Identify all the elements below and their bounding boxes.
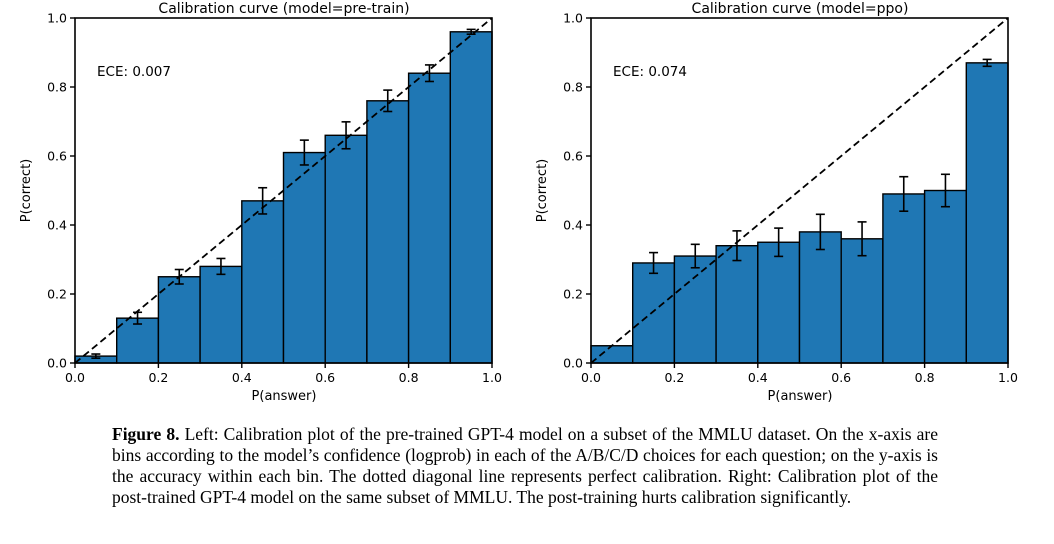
x-tick-label: 0.2 (664, 370, 684, 385)
x-tick-label: 0.8 (915, 370, 935, 385)
error-bar (424, 64, 434, 83)
x-tick-label: 1.0 (998, 370, 1018, 385)
chart-title-pretrain: Calibration curve (model=pre-train) (158, 1, 409, 17)
error-bar (341, 121, 351, 150)
error-bar (299, 139, 309, 166)
x-tick-label: 0.2 (148, 370, 168, 385)
x-tick-label: 1.0 (482, 370, 502, 385)
error-bar (940, 173, 950, 208)
error-bar (982, 58, 992, 68)
x-tick-label: 0.0 (581, 370, 601, 385)
calibration-bar (366, 100, 410, 364)
calibration-bar (673, 255, 717, 364)
y-tick-label: 1.0 (47, 11, 67, 26)
figure-caption-label: Figure 8. (112, 424, 180, 444)
plot-area-pretrain: 0.0 0.2 0.4 0.6 0.8 1.0 0.0 0.2 0.4 0.6 0.8 1.0 (47, 11, 502, 386)
error-bar (815, 213, 825, 251)
x-tick-label: 0.0 (65, 370, 85, 385)
ece-annotation-ppo: ECE: 0.074 (613, 64, 687, 80)
y-tick-label: 0.2 (563, 287, 583, 302)
x-tick-label: 0.6 (315, 370, 335, 385)
calibration-bar (715, 244, 759, 364)
y-tick-label: 1.0 (563, 11, 583, 26)
y-tick-label: 0.2 (47, 287, 67, 302)
calibration-bar (757, 241, 801, 364)
calibration-bar (965, 62, 1009, 364)
calibration-bar (324, 134, 368, 364)
perfect-calibration-line (74, 17, 493, 364)
x-axis-label-ppo: P(answer) (768, 389, 833, 404)
error-bar (899, 175, 909, 212)
calibration-chart-pretrain: 0.0 0.2 0.4 0.6 0.8 1.0 0.0 0.2 0.4 0.6 0.8 1.0 Cal… (19, 1, 502, 404)
x-axis-label-pretrain: P(answer) (252, 389, 317, 404)
error-bar (649, 251, 659, 275)
calibration-bar (882, 193, 926, 364)
calibration-bar (923, 189, 968, 364)
calibration-bar (798, 231, 842, 364)
error-bar (690, 243, 700, 269)
axes-box (590, 17, 1009, 364)
y-axis-label-pretrain: P(correct) (19, 159, 34, 223)
calibration-bar (449, 31, 493, 364)
error-bar (774, 227, 784, 258)
x-tick-label: 0.4 (748, 370, 768, 385)
calibration-bar (282, 151, 326, 364)
calibration-bar (407, 72, 452, 364)
calibration-bar (631, 262, 676, 364)
error-bar (466, 28, 476, 36)
calibration-bar (840, 238, 884, 364)
y-tick-label: 0.8 (47, 80, 67, 95)
calibration-bar (115, 317, 160, 364)
calibration-bar (199, 265, 243, 364)
error-bar (732, 230, 742, 262)
perfect-calibration-line (590, 17, 1009, 364)
error-bar (91, 353, 101, 359)
y-tick-label: 0.0 (47, 356, 67, 371)
chart-title-ppo: Calibration curve (model=ppo) (692, 1, 909, 17)
y-tick-label: 0.6 (563, 149, 583, 164)
ece-annotation-pretrain: ECE: 0.007 (97, 64, 171, 80)
y-tick-label: 0.0 (563, 356, 583, 371)
error-bar (857, 221, 867, 257)
calibration-bar (590, 345, 634, 364)
error-bar (258, 186, 268, 215)
axes-box (74, 17, 493, 364)
y-tick-label: 0.4 (47, 218, 67, 233)
plot-area-ppo: 0.0 0.2 0.4 0.6 0.8 1.0 0.0 0.2 0.4 0.6 0.8 1.0 (563, 11, 1018, 386)
calibration-charts-row: 0.0 0.2 0.4 0.6 0.8 1.0 0.0 0.2 0.4 0.6 0.8 1.0 Cal… (19, 1, 1018, 404)
figure-caption-text: Left: Calibration plot of the pre-traine… (112, 424, 938, 507)
x-tick-label: 0.4 (232, 370, 252, 385)
y-tick-label: 0.6 (47, 149, 67, 164)
x-tick-label: 0.8 (399, 370, 419, 385)
y-tick-label: 0.4 (563, 218, 583, 233)
calibration-chart-ppo: 0.0 0.2 0.4 0.6 0.8 1.0 0.0 0.2 0.4 0.6 0.8 1.0 Cal… (535, 1, 1018, 404)
error-bar (383, 89, 393, 113)
calibration-bar (241, 200, 285, 364)
figure-caption: Figure 8. Left: Calibration plot of the … (112, 424, 938, 508)
error-bar (216, 257, 226, 276)
x-tick-label: 0.6 (831, 370, 851, 385)
y-axis-label-ppo: P(correct) (535, 159, 550, 223)
y-tick-label: 0.8 (563, 80, 583, 95)
